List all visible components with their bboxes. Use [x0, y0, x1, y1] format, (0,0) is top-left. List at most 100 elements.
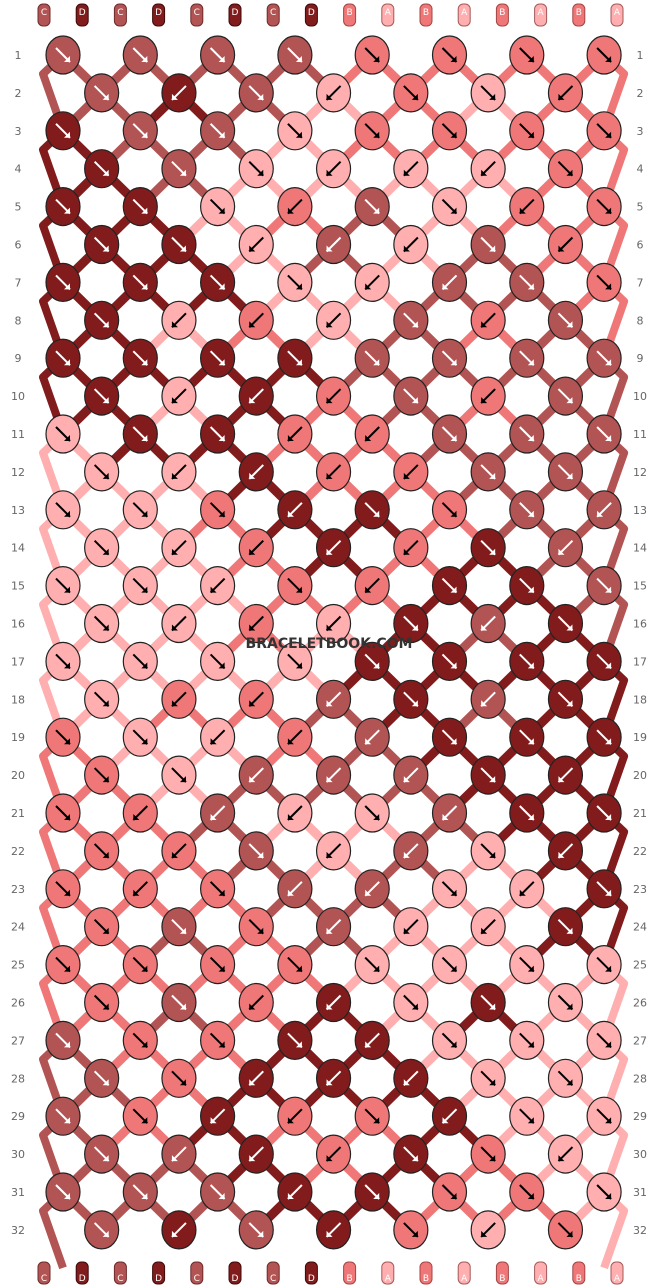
row-number-left: 26 [11, 997, 25, 1010]
knot [45, 793, 81, 833]
arrowhead-icon [326, 700, 333, 707]
arrowhead-icon [558, 548, 565, 555]
arrowhead-icon [566, 1079, 573, 1086]
arrowhead-icon [218, 283, 225, 290]
strand-label-bottom: D [79, 1274, 86, 1284]
knot [586, 262, 622, 302]
arrowhead-icon [365, 283, 372, 290]
arrowhead-icon [179, 927, 186, 934]
arrowhead-icon [102, 927, 109, 934]
knot [431, 944, 468, 985]
arrowhead-icon [450, 889, 457, 896]
arrowhead-icon [257, 851, 264, 858]
knot [277, 641, 313, 682]
row-number-right: 16 [633, 618, 647, 631]
knot [200, 490, 236, 530]
arrowhead-icon [527, 510, 534, 517]
arrowhead-icon [403, 851, 410, 858]
arrowhead-icon [218, 889, 225, 896]
knot [509, 1096, 545, 1136]
knot [277, 1096, 313, 1136]
row-number-right: 32 [633, 1224, 647, 1237]
knot [315, 376, 352, 416]
arrowhead-icon [373, 359, 380, 366]
knot [238, 1134, 274, 1174]
knot [393, 149, 429, 189]
row-number-left: 15 [11, 580, 25, 593]
strand-end-bottom [113, 1261, 127, 1285]
knot [238, 831, 274, 871]
arrowhead-icon [326, 851, 333, 858]
arrowhead-icon [218, 1193, 225, 1199]
arrowhead-icon [218, 662, 225, 669]
row-number-right: 29 [633, 1110, 647, 1123]
knot [238, 755, 274, 795]
knot [45, 187, 81, 227]
strand-label-bottom: D [232, 1274, 239, 1284]
knot [122, 1020, 158, 1061]
knot [547, 982, 584, 1023]
arrowhead-icon [450, 510, 457, 517]
arrowhead-icon [527, 814, 534, 820]
knot [586, 35, 622, 75]
arrowhead-icon [489, 851, 496, 858]
row-number-right: 23 [633, 883, 647, 896]
strand-end-top [457, 3, 471, 27]
arrowhead-icon [249, 397, 256, 404]
arrowhead-icon [558, 851, 565, 858]
arrowhead-icon [566, 397, 573, 404]
row-number-right: 17 [633, 655, 647, 668]
knot [277, 717, 313, 757]
knot [586, 1020, 622, 1061]
knot [84, 679, 120, 719]
arrowhead-icon [295, 359, 302, 366]
arrowhead-icon [102, 851, 109, 858]
knot [161, 603, 197, 644]
knot [354, 338, 390, 378]
knot [547, 679, 584, 719]
arrowhead-icon [373, 965, 380, 972]
knot [315, 528, 352, 568]
arrowhead-icon [450, 1041, 457, 1048]
knot [122, 565, 158, 606]
knot [84, 224, 120, 265]
strand-label-top: A [538, 8, 545, 18]
knot [122, 641, 158, 682]
strand-label-bottom: B [347, 1274, 353, 1284]
knot [393, 1134, 429, 1174]
arrowhead-icon [64, 283, 70, 290]
knot [431, 414, 468, 454]
arrowhead-icon [481, 321, 488, 328]
arrowhead-icon [605, 131, 612, 138]
arrowhead-icon [102, 245, 109, 252]
knot [161, 300, 197, 340]
knot [586, 1096, 622, 1136]
strand-end-bottom [457, 1261, 471, 1285]
row-number-left: 21 [11, 807, 25, 820]
knot [315, 1058, 352, 1098]
knot [354, 793, 390, 833]
row-number-left: 25 [11, 959, 25, 972]
row-number-left: 6 [15, 239, 22, 252]
arrowhead-icon [64, 510, 70, 517]
knot [393, 376, 429, 416]
arrowhead-icon [171, 624, 178, 631]
arrowhead-icon [179, 1003, 186, 1010]
knot [122, 1172, 158, 1212]
arrowhead-icon [249, 624, 256, 631]
strand-end-bottom [610, 1261, 624, 1285]
knot [277, 414, 313, 454]
arrowhead-icon [450, 738, 457, 745]
arrowhead-icon [326, 927, 333, 934]
knot [509, 869, 545, 909]
knot [122, 187, 158, 227]
knot [238, 528, 274, 568]
arrowhead-icon [558, 1155, 565, 1162]
knot [470, 376, 506, 416]
arrowhead-icon [403, 927, 410, 934]
arrowhead-icon [257, 1230, 264, 1237]
arrowhead-icon [171, 1230, 178, 1237]
knot [586, 187, 622, 227]
knot [277, 262, 313, 302]
strand-end-bottom [75, 1261, 89, 1285]
